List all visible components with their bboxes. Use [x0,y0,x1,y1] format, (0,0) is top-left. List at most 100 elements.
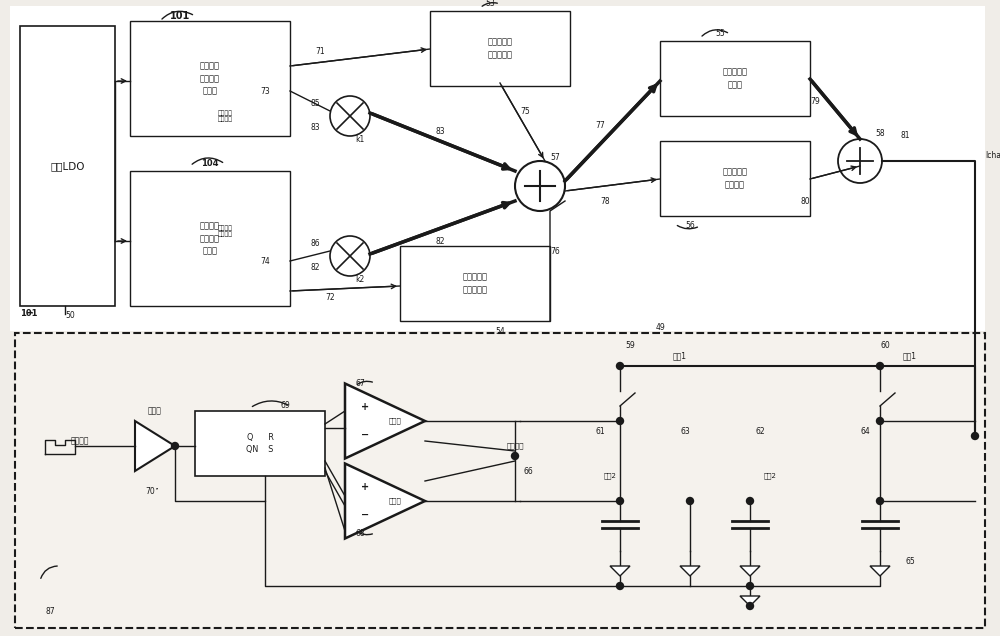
Text: 85: 85 [310,99,320,107]
Polygon shape [345,464,425,539]
Circle shape [876,497,884,504]
Bar [660,41,810,116]
Text: 75: 75 [520,106,530,116]
Text: +: + [361,483,369,492]
Text: 65: 65 [905,556,915,565]
Text: 正温度系
数主支路: 正温度系 数主支路 [218,110,232,122]
Circle shape [512,452,518,459]
Text: 81: 81 [900,132,910,141]
Text: 61: 61 [595,427,605,436]
Text: 参考电压: 参考电压 [506,443,524,449]
Text: 开关2: 开关2 [604,473,616,480]
Bar [130,171,290,306]
Text: 101: 101 [170,11,190,21]
Circle shape [515,161,565,211]
Text: 82: 82 [435,237,445,245]
Circle shape [746,602,754,609]
Text: 比较器: 比较器 [388,418,401,424]
Text: 正温度系
数电流产
生电路: 正温度系 数电流产 生电路 [200,62,220,95]
Text: 50: 50 [65,312,75,321]
Bar [400,246,550,321]
Text: 86: 86 [310,238,320,247]
Text: −: − [361,429,369,439]
Polygon shape [870,566,890,576]
Circle shape [876,417,884,424]
Circle shape [838,139,882,183]
Text: 58: 58 [875,130,885,139]
Text: 53: 53 [485,0,495,8]
Text: +: + [361,403,369,413]
Bar [20,26,115,306]
Text: 83: 83 [310,123,320,132]
Text: k2: k2 [355,275,365,284]
Text: 开关1: 开关1 [673,352,687,361]
Circle shape [616,417,624,424]
Text: 零温度系数
主支路: 零温度系数 主支路 [722,68,748,89]
Circle shape [746,497,754,504]
Bar [195,411,325,476]
Circle shape [972,432,978,439]
Text: 72: 72 [325,293,335,303]
Text: 开关1: 开关1 [903,352,917,361]
Text: 56: 56 [685,221,695,230]
Circle shape [746,583,754,590]
Text: 55: 55 [715,29,725,39]
Text: 缓冲器: 缓冲器 [148,406,162,415]
Bar [15,333,985,628]
Circle shape [330,96,370,136]
Text: 74: 74 [260,256,270,265]
Text: 54: 54 [495,326,505,336]
Text: 零温度系数
校准电路: 零温度系数 校准电路 [722,168,748,190]
Polygon shape [740,566,760,576]
Bar [130,21,290,136]
Text: 时钟输出: 时钟输出 [71,436,89,445]
Text: 负温度系数
校准分电路: 负温度系数 校准分电路 [462,273,488,294]
Bar [430,11,570,86]
Text: 63: 63 [680,427,690,436]
Text: 68: 68 [355,529,365,537]
Text: Icharge: Icharge [985,151,1000,160]
Text: 82: 82 [310,263,320,272]
Text: k1: k1 [355,134,365,144]
Text: 正温度系数
校准分电路: 正温度系数 校准分电路 [488,38,512,59]
Text: 73: 73 [260,86,270,95]
Text: 64: 64 [860,427,870,436]
Text: 77: 77 [595,121,605,130]
Circle shape [616,363,624,370]
Bar [10,6,985,331]
Polygon shape [135,421,175,471]
Text: 62: 62 [755,427,765,436]
Text: 66: 66 [523,466,533,476]
Text: 87: 87 [45,607,55,616]
Text: 76: 76 [550,247,560,256]
Text: 83: 83 [435,127,445,135]
Text: 负温度系
数电流产
生电路: 负温度系 数电流产 生电路 [200,221,220,256]
Text: 49: 49 [655,324,665,333]
Text: −: − [361,509,369,520]
Text: 80: 80 [800,197,810,205]
Circle shape [172,443,178,450]
Polygon shape [345,384,425,459]
Text: 78: 78 [600,197,610,205]
Text: 负温度系
数主支路: 负温度系 数主支路 [218,225,232,237]
Polygon shape [680,566,700,576]
Text: 101: 101 [20,310,38,319]
Circle shape [616,583,624,590]
Text: 70: 70 [145,487,155,495]
Text: 104: 104 [201,160,219,169]
Text: 69: 69 [280,401,290,410]
Circle shape [616,497,624,504]
Text: 79: 79 [810,97,820,106]
Circle shape [330,236,370,276]
Text: 开关2: 开关2 [764,473,776,480]
Text: 67: 67 [355,378,365,387]
Text: Q      R
QN    S: Q R QN S [246,432,274,454]
Bar [660,141,810,216]
Text: 71: 71 [315,46,325,55]
Polygon shape [610,566,630,576]
Polygon shape [740,596,760,606]
Text: 比较器: 比较器 [388,498,401,504]
Text: 60: 60 [880,342,890,350]
Circle shape [876,363,884,370]
Text: 59: 59 [625,342,635,350]
